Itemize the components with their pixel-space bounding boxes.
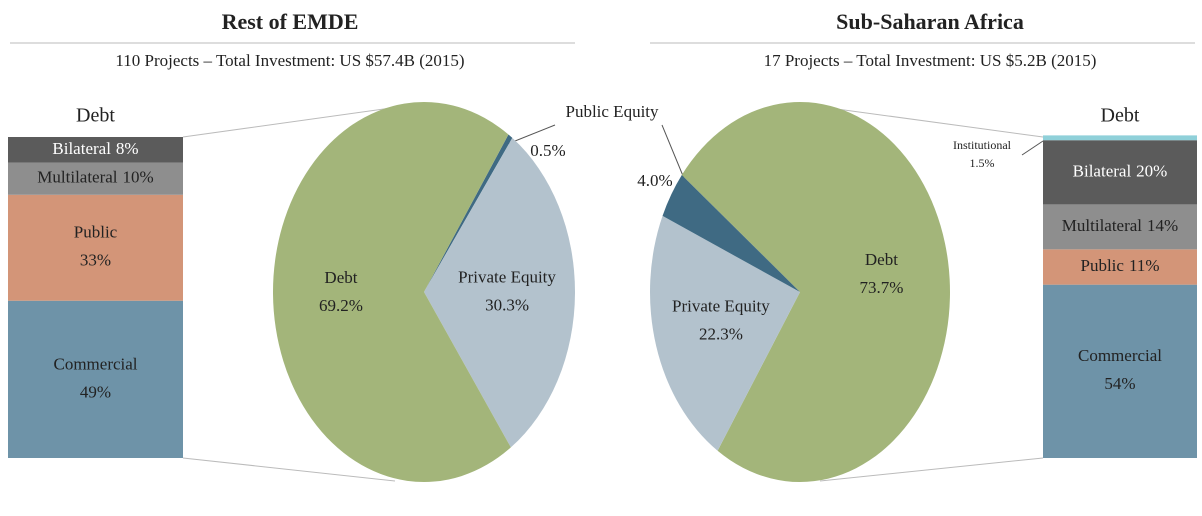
segment-name: Public — [1081, 256, 1125, 275]
segment-name: Bilateral — [1073, 161, 1132, 180]
connector — [182, 105, 406, 138]
bar-segment — [8, 300, 183, 458]
segment-value: 8% — [116, 139, 139, 158]
slice-value-label: 30.3% — [485, 296, 529, 315]
slice-value-label: 69.2% — [319, 296, 363, 315]
bar-segment — [1043, 249, 1197, 285]
segment-label: Multilateral 10% — [37, 168, 153, 187]
slice-category-label: Private Equity — [672, 297, 770, 316]
chart-title: Sub-Saharan Africa — [836, 9, 1024, 34]
segment-name: Institutional — [953, 138, 1012, 152]
bar-title: Debt — [1101, 105, 1140, 127]
bar-segment — [1043, 140, 1197, 205]
connector — [814, 105, 1044, 138]
pie-slice — [650, 215, 800, 451]
segment-label: Public 11% — [1081, 256, 1160, 275]
segment-label: Bilateral 8% — [52, 139, 138, 158]
segment-value: 49% — [80, 382, 111, 401]
slice-category-label: Debt — [865, 250, 898, 269]
segment-name: Public — [74, 223, 118, 242]
segment-name: Multilateral — [37, 168, 118, 187]
bar-segment — [8, 194, 183, 301]
pie-slice — [662, 175, 800, 292]
segment-value: 33% — [80, 251, 111, 270]
segment-value: 20% — [1136, 161, 1167, 180]
segment-label: Institutional 1.5% — [953, 138, 1012, 170]
bar-segment — [1043, 135, 1197, 141]
segment-value: 14% — [1147, 216, 1178, 235]
pie-slice — [424, 134, 513, 292]
segment-label: Multilateral 14% — [1062, 216, 1178, 235]
slice-value-label: 22.3% — [699, 325, 743, 344]
slice-category-label: Public Equity — [565, 102, 659, 121]
segment-value: 11% — [1129, 256, 1160, 275]
slice-value-label: 73.7% — [859, 278, 903, 297]
bar-segment — [1043, 204, 1197, 250]
segment-name: Commercial — [53, 354, 137, 373]
segment-value: 10% — [123, 168, 154, 187]
chart-subtitle: 110 Projects – Total Investment: US $57.… — [115, 51, 464, 70]
slice-category-label: Debt — [324, 268, 357, 287]
pie-slice — [681, 102, 951, 483]
segment-name: Bilateral — [52, 139, 111, 158]
segment-value: 1.5% — [970, 156, 995, 170]
segment-value: 54% — [1104, 374, 1135, 393]
bar-segment — [8, 162, 183, 195]
slice-value-label: 0.5% — [530, 141, 565, 160]
slice-category-label: Private Equity — [458, 268, 556, 287]
bar-segment — [8, 137, 183, 163]
segment-label: Bilateral 20% — [1073, 161, 1168, 180]
connector — [819, 457, 1044, 482]
slice-value-label: 4.0% — [637, 171, 672, 190]
chart-title: Rest of EMDE — [222, 9, 359, 34]
segment-name: Commercial — [1078, 346, 1162, 365]
chart-subtitle: 17 Projects – Total Investment: US $5.2B… — [764, 51, 1097, 70]
connector — [182, 457, 396, 482]
leader-line — [1021, 140, 1044, 156]
bar-segment — [1043, 284, 1197, 458]
segment-name: Multilateral — [1062, 216, 1143, 235]
pie-slice — [273, 102, 511, 483]
pie-slice — [424, 137, 575, 448]
bar-title: Debt — [76, 105, 115, 127]
